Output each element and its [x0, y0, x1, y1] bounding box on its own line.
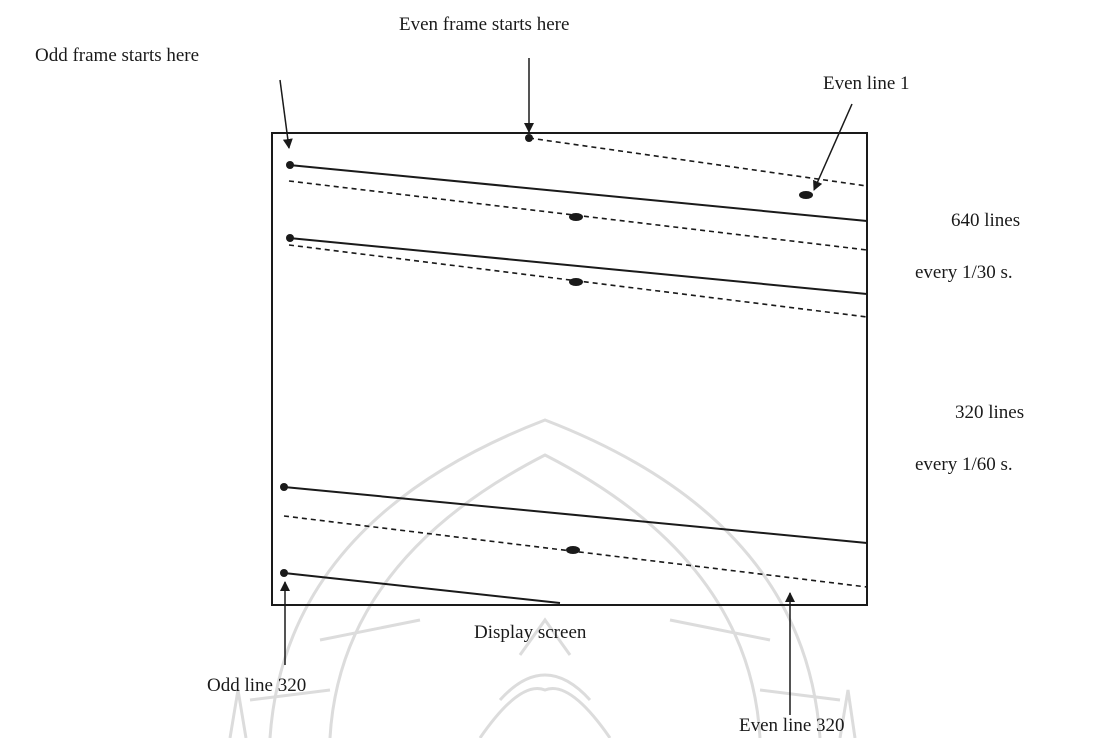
- odd-line-320-start-dot: [280, 569, 288, 577]
- odd-line-320-label: Odd line 320: [207, 675, 307, 696]
- every-1-30-label: every 1/30 s.: [915, 262, 1013, 283]
- odd-line-320: [283, 572, 561, 604]
- even-line-mid-dot-1: [569, 213, 583, 221]
- odd-line-319: [283, 486, 868, 544]
- odd-line-319-start-dot: [280, 483, 288, 491]
- even-line-mid-dot-2: [569, 278, 583, 286]
- odd-line-1-start-dot: [286, 161, 294, 169]
- every-1-60-label: every 1/60 s.: [915, 454, 1013, 475]
- even-line-1-label: Even line 1: [823, 73, 910, 94]
- odd-frame-start-label: Odd frame starts here: [35, 45, 200, 66]
- even-line-319: [283, 515, 868, 588]
- odd-line-1: [288, 164, 868, 222]
- even-line-1-arrow: [813, 103, 853, 191]
- even-line-320-label: Even line 320: [739, 715, 845, 736]
- even-line-mid-dot-3: [566, 546, 580, 554]
- odd-frame-arrow: [279, 79, 293, 149]
- lines-320-label: 320 lines: [955, 402, 1025, 423]
- even-frame-start-label: Even frame starts here: [399, 14, 570, 35]
- odd-line-2: [288, 237, 868, 295]
- odd-line-2-start-dot: [286, 234, 294, 242]
- display-screen-label: Display screen: [474, 622, 587, 643]
- display-screen-frame: [271, 132, 868, 606]
- even-frame-start-dot: [525, 134, 533, 142]
- even-retrace-start: [528, 137, 868, 187]
- lines-640-label: 640 lines: [951, 210, 1021, 231]
- even-line-1-dot: [799, 191, 813, 199]
